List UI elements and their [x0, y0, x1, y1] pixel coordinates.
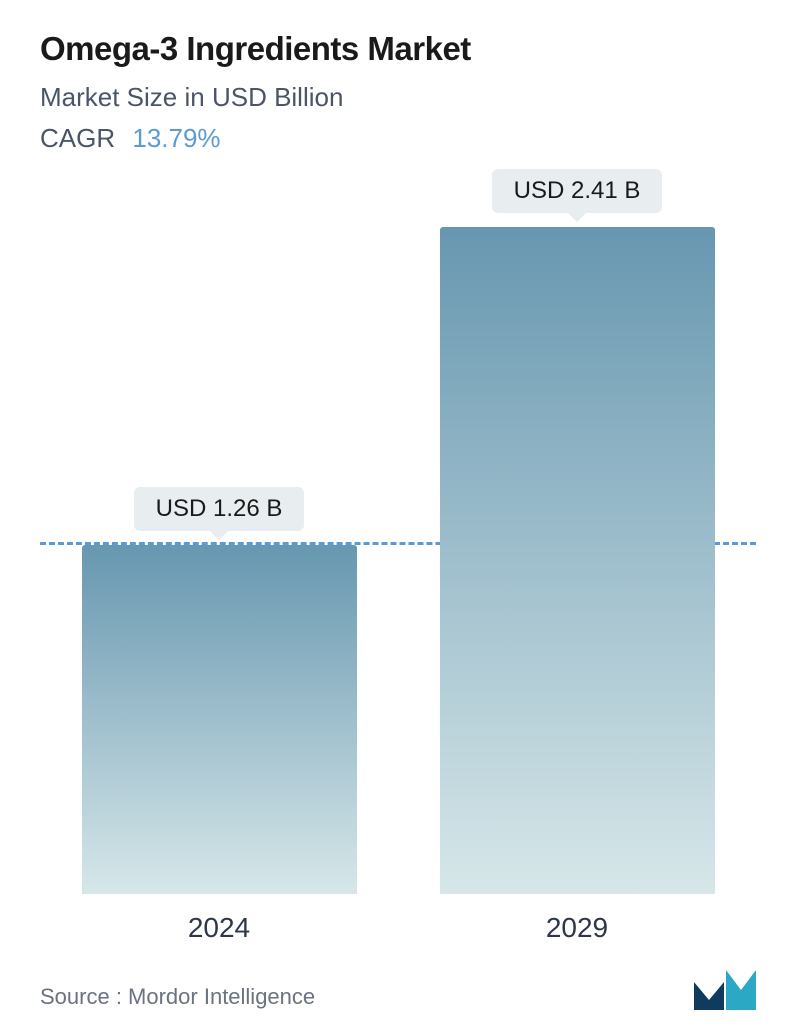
bar [82, 545, 357, 894]
brand-logo-icon [694, 970, 756, 1010]
bar [440, 227, 715, 894]
bar-group: USD 1.26 B [82, 487, 357, 894]
bar-group: USD 2.41 B [440, 169, 715, 894]
source-text: Source : Mordor Intelligence [40, 984, 315, 1010]
chart-subtitle: Market Size in USD Billion [40, 82, 756, 113]
value-badge: USD 2.41 B [492, 169, 663, 213]
x-axis-label: 2029 [440, 912, 715, 944]
chart-footer: Source : Mordor Intelligence [40, 970, 756, 1010]
bars-group: USD 1.26 BUSD 2.41 B [40, 174, 756, 894]
value-badge: USD 1.26 B [134, 487, 305, 531]
chart-title: Omega-3 Ingredients Market [40, 30, 756, 68]
cagr-value: 13.79% [132, 123, 220, 153]
x-axis-labels: 2024 2029 [40, 912, 756, 944]
x-axis-label: 2024 [82, 912, 357, 944]
cagr-label: CAGR [40, 123, 115, 153]
plot-area: USD 1.26 BUSD 2.41 B [40, 174, 756, 894]
cagr-row: CAGR 13.79% [40, 123, 756, 154]
chart-container: Omega-3 Ingredients Market Market Size i… [0, 0, 796, 1034]
